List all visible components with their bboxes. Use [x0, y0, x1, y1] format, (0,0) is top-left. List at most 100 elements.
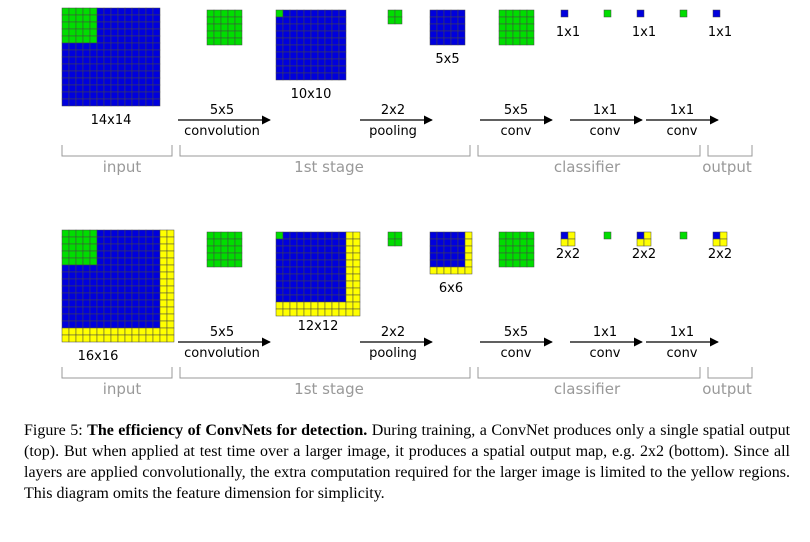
grid-cell — [131, 278, 140, 287]
grid-cell — [110, 91, 119, 100]
grid-cell — [82, 14, 91, 23]
grid-cell — [68, 313, 77, 322]
grid-cell — [61, 63, 70, 72]
grid-cell — [68, 327, 77, 336]
grid-cell — [152, 299, 161, 308]
grid-cell — [152, 70, 161, 79]
grid-cell — [124, 327, 133, 336]
grid-cell — [110, 98, 119, 107]
grid-cell — [227, 37, 236, 46]
grid-cell — [152, 313, 161, 322]
grid-cell — [145, 292, 154, 301]
grid-cell — [317, 266, 326, 275]
grid-cell — [96, 243, 105, 252]
op-top-label: 1x1 — [593, 103, 617, 118]
grid-cell — [331, 280, 340, 289]
grid-cell — [567, 231, 576, 240]
grid-cell — [89, 292, 98, 301]
grid-cell — [227, 9, 236, 18]
grid-cell — [82, 292, 91, 301]
grid-cell — [331, 37, 340, 46]
op-top-label: 1x1 — [593, 325, 617, 340]
grid-cell — [131, 7, 140, 16]
grid-cell — [89, 264, 98, 273]
grid-cell — [145, 14, 154, 23]
grid-cell — [138, 229, 147, 238]
grid-cell — [387, 238, 396, 247]
grid-cell — [429, 23, 438, 32]
grid-cell — [68, 14, 77, 23]
conv-1x1-kernel — [603, 231, 612, 240]
grid-cell — [603, 231, 612, 240]
grid-cell — [82, 49, 91, 58]
grid-cell — [429, 231, 438, 240]
grid-cell — [61, 278, 70, 287]
grid-cell — [117, 306, 126, 315]
grid-cell — [331, 65, 340, 74]
grid-cell — [124, 250, 133, 259]
grid-cell — [338, 231, 347, 240]
grid-cell — [443, 266, 452, 275]
grid-cell — [310, 30, 319, 39]
grid-cell — [560, 238, 569, 247]
grid-cell — [96, 292, 105, 301]
grid-cell — [103, 98, 112, 107]
grid-cell — [124, 42, 133, 51]
grid-cell — [145, 56, 154, 65]
grid-cell — [310, 44, 319, 53]
grid-cell — [61, 229, 70, 238]
pool-size-label: 6x6 — [439, 281, 463, 296]
grid-cell — [138, 49, 147, 58]
grid-cell — [110, 264, 119, 273]
grid-cell — [152, 7, 161, 16]
grid-cell — [117, 84, 126, 93]
grid-cell — [296, 51, 305, 60]
grid-cell — [519, 259, 528, 268]
grid-cell — [166, 285, 175, 294]
grid-cell — [103, 56, 112, 65]
grid-cell — [512, 16, 521, 25]
grid-cell — [227, 16, 236, 25]
grid-cell — [103, 28, 112, 37]
grid-cell — [464, 259, 473, 268]
grid-cell — [429, 266, 438, 275]
grid-cell — [310, 252, 319, 261]
grid-cell — [166, 250, 175, 259]
grid-cell — [296, 44, 305, 53]
output-map — [636, 231, 652, 247]
grid-cell — [82, 70, 91, 79]
grid-cell — [131, 271, 140, 280]
grid-cell — [68, 271, 77, 280]
grid-cell — [75, 313, 84, 322]
grid-cell — [436, 266, 445, 275]
grid-cell — [61, 257, 70, 266]
grid-cell — [331, 266, 340, 275]
grid-cell — [338, 9, 347, 18]
grid-cell — [159, 236, 168, 245]
grid-cell — [324, 266, 333, 275]
grid-cell — [296, 294, 305, 303]
grid-cell — [138, 21, 147, 30]
grid-cell — [110, 271, 119, 280]
grid-cell — [110, 250, 119, 259]
grid-cell — [310, 72, 319, 81]
op-top-label: 2x2 — [381, 103, 405, 118]
grid-cell — [429, 245, 438, 254]
grid-cell — [227, 23, 236, 32]
grid-cell — [213, 30, 222, 39]
grid-cell — [103, 243, 112, 252]
grid-cell — [282, 301, 291, 310]
grid-cell — [110, 21, 119, 30]
grid-cell — [152, 320, 161, 329]
grid-cell — [145, 63, 154, 72]
grid-cell — [103, 306, 112, 315]
grid-cell — [303, 23, 312, 32]
grid-cell — [82, 77, 91, 86]
grid-cell — [338, 294, 347, 303]
grid-cell — [124, 306, 133, 315]
grid-cell — [131, 334, 140, 343]
grid-cell — [103, 70, 112, 79]
grid-cell — [206, 16, 215, 25]
grid-cell — [338, 30, 347, 39]
grid-cell — [220, 37, 229, 46]
